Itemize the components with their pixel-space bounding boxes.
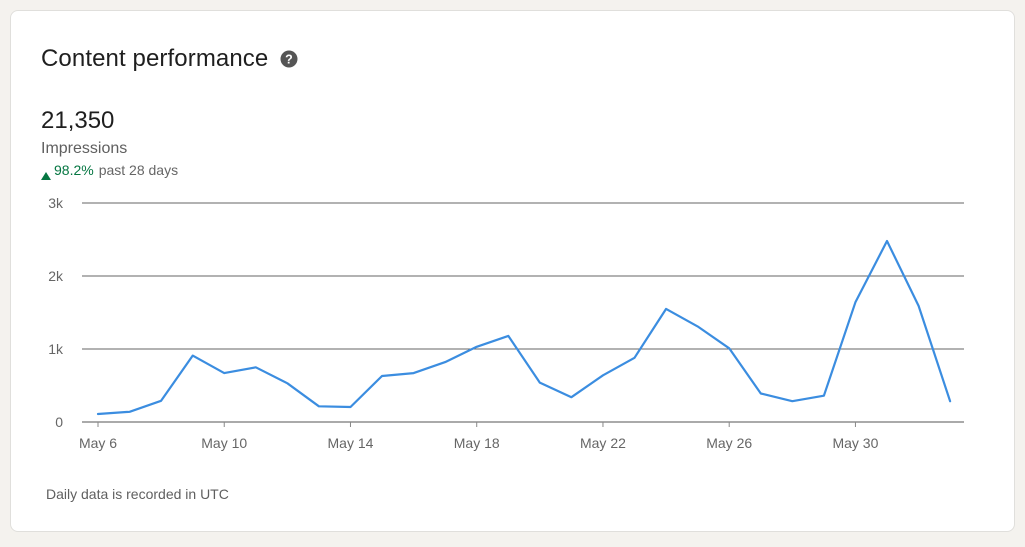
change-period: past 28 days (98, 162, 179, 178)
data-point[interactable] (126, 408, 134, 416)
x-tick-label: May 14 (328, 435, 374, 451)
data-point[interactable] (946, 397, 954, 405)
question-circle-icon[interactable]: ? (280, 50, 298, 68)
impressions-metric: 21,350 Impressions 98.2% past 28 days (41, 107, 179, 180)
data-point[interactable] (220, 369, 228, 377)
x-tick-label: May 22 (580, 435, 626, 451)
card-title: Content performance (41, 45, 269, 72)
data-point[interactable] (441, 358, 449, 366)
x-tick-label: May 6 (79, 435, 117, 451)
impressions-series-line[interactable] (96, 239, 952, 416)
data-point[interactable] (189, 352, 197, 360)
svg-text:?: ? (286, 53, 294, 67)
utc-footnote: Daily data is recorded in UTC (46, 486, 229, 502)
x-tick-label: May 10 (201, 435, 247, 451)
y-tick-label: 1k (48, 341, 64, 357)
impressions-line-chart: 0 1k 2k 3k May 6 May 10 May 14 May 18 May 22 May … (48, 195, 964, 451)
data-point[interactable] (504, 332, 512, 340)
data-point[interactable] (725, 344, 733, 352)
data-point[interactable] (788, 397, 796, 405)
y-tick-label: 3k (48, 195, 64, 211)
data-point[interactable] (378, 372, 386, 380)
x-tick-label: May 30 (832, 435, 878, 451)
y-tick-label: 2k (48, 268, 64, 284)
y-tick-label: 0 (55, 414, 63, 430)
data-point[interactable] (315, 402, 323, 410)
impressions-label: Impressions (41, 140, 128, 157)
data-point[interactable] (473, 343, 481, 351)
impressions-value: 21,350 (41, 107, 115, 134)
data-point[interactable] (283, 379, 291, 387)
impressions-change: 98.2% past 28 days (41, 161, 179, 180)
card-header: Content performance ? (41, 45, 298, 73)
data-point[interactable] (883, 237, 891, 245)
triangle-up-icon (41, 166, 51, 180)
data-point[interactable] (567, 393, 575, 401)
data-point[interactable] (410, 369, 418, 377)
change-percent: 98.2% (54, 162, 94, 178)
x-tick-label: May 18 (454, 435, 500, 451)
x-tick-label: May 26 (706, 435, 752, 451)
data-point[interactable] (662, 305, 670, 313)
data-point[interactable] (694, 322, 702, 330)
data-point[interactable] (157, 397, 165, 405)
data-point[interactable] (757, 390, 765, 398)
data-point[interactable] (851, 298, 859, 306)
data-point[interactable] (536, 379, 544, 387)
data-point[interactable] (820, 392, 828, 400)
data-point[interactable] (252, 363, 260, 371)
content-performance-card: Content performance ? 21,350 Impressions… (10, 10, 1015, 532)
data-point[interactable] (631, 354, 639, 362)
data-point[interactable] (599, 371, 607, 379)
data-point[interactable] (346, 403, 354, 411)
data-point[interactable] (915, 302, 923, 310)
data-point[interactable] (94, 410, 102, 418)
